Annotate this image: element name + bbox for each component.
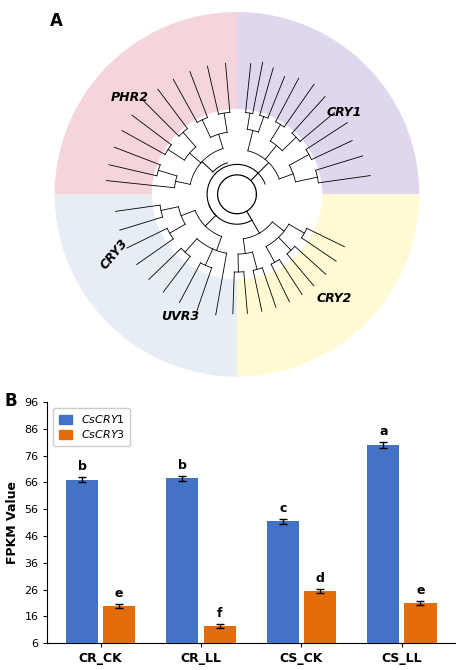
- Text: CRY2: CRY2: [317, 292, 352, 306]
- Wedge shape: [55, 12, 237, 194]
- Text: a: a: [379, 425, 388, 438]
- Text: b: b: [178, 459, 187, 472]
- Text: CRY3: CRY3: [98, 237, 131, 272]
- Bar: [103, 606, 135, 659]
- Text: PHR2: PHR2: [110, 90, 148, 104]
- Legend: $\it{CsCRY1}$, $\it{CsCRY3}$: $\it{CsCRY1}$, $\it{CsCRY3}$: [53, 407, 130, 446]
- Text: f: f: [217, 607, 222, 620]
- Text: B: B: [5, 392, 18, 410]
- Bar: [304, 591, 336, 659]
- Bar: [203, 626, 236, 659]
- Wedge shape: [237, 194, 419, 377]
- Text: e: e: [416, 584, 425, 597]
- Y-axis label: FPKM Value: FPKM Value: [6, 481, 18, 564]
- Text: A: A: [50, 12, 63, 30]
- Text: CRY1: CRY1: [327, 106, 362, 119]
- Text: UVR3: UVR3: [161, 310, 199, 324]
- Wedge shape: [55, 194, 237, 377]
- Bar: [66, 480, 98, 659]
- Bar: [404, 603, 437, 659]
- Text: d: d: [316, 572, 324, 585]
- Bar: [166, 478, 199, 659]
- Text: b: b: [78, 460, 86, 473]
- Wedge shape: [237, 12, 419, 194]
- Bar: [367, 445, 400, 659]
- Bar: [267, 521, 299, 659]
- Text: e: e: [115, 586, 123, 600]
- Text: c: c: [279, 502, 287, 515]
